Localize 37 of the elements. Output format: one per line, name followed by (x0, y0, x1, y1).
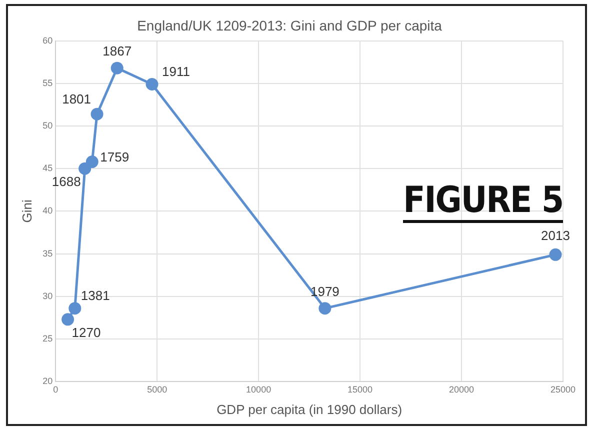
x-tick-label: 25000 (550, 384, 576, 394)
point (62, 313, 74, 326)
point (318, 302, 332, 315)
point (146, 78, 158, 90)
y-tick-label: 45 (42, 163, 53, 174)
y-tick-label: 20 (42, 376, 53, 386)
annotation: 2013 (541, 228, 570, 244)
point (110, 62, 124, 74)
y-tick-label: 60 (42, 35, 53, 46)
point (86, 156, 98, 168)
annotation: 1381 (80, 288, 110, 303)
point (78, 162, 92, 175)
annotation: 1867 (102, 44, 132, 59)
annotation: 1979 (310, 284, 340, 299)
point (68, 302, 82, 315)
y-tick-label: 50 (42, 120, 53, 130)
y-tick-label: 55 (42, 78, 53, 88)
x-tick-label: 15000 (348, 384, 373, 394)
annotation: FIGURE 5 (403, 180, 563, 223)
y-tick-label: 25 (42, 333, 53, 344)
x-tick-label: 20000 (449, 384, 474, 394)
point (549, 248, 562, 261)
y-tick-label: 35 (42, 248, 53, 258)
point (90, 108, 104, 120)
chart-title: England/UK 1209-2013: Gini and GDP per capita (137, 17, 442, 34)
y-tick-label: 30 (42, 290, 53, 301)
annotation: 1911 (162, 64, 190, 79)
annotation: 1759 (100, 149, 130, 164)
annotation: 1801 (62, 92, 92, 107)
annotation: 1688 (52, 174, 81, 190)
x-axis-title: GDP per capita (in 1990 dollars) (216, 402, 402, 417)
annotation: 1270 (72, 324, 101, 340)
x-tick-label: 5000 (147, 384, 168, 394)
y-axis-title: Gini (19, 200, 34, 223)
y-tick-label: 40 (42, 206, 53, 216)
x-tick-label: 0 (53, 384, 58, 394)
x-tick-label: 10000 (246, 384, 272, 394)
